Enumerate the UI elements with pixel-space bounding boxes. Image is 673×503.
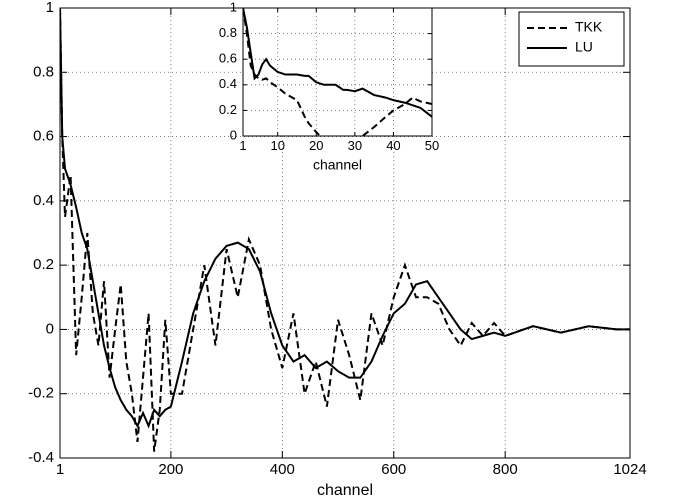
x-tick-label: 1 <box>56 461 64 478</box>
axes-frame <box>242 7 433 137</box>
y-tick-label: 0.8 <box>219 25 237 40</box>
x-tick-label: 50 <box>425 138 439 153</box>
y-tick-label: 0.4 <box>219 76 237 91</box>
y-tick-label: -0.2 <box>28 385 54 402</box>
x-tick-label: 30 <box>348 138 362 153</box>
x-tick-label: 400 <box>270 461 295 478</box>
y-tick-label: 1 <box>230 0 237 14</box>
x-tick-label: 20 <box>309 138 323 153</box>
y-tick-label: 0.6 <box>219 51 237 66</box>
y-tick-label: 0.4 <box>33 192 54 209</box>
x-tick-label: 10 <box>270 138 284 153</box>
x-tick-label: 1 <box>239 138 246 153</box>
legend-box <box>518 11 625 67</box>
y-tick-label: 0 <box>46 320 54 337</box>
line-series <box>60 8 630 452</box>
legend: TKK LU <box>518 11 625 67</box>
lines <box>60 8 630 452</box>
y-tick-label: 0 <box>230 127 237 142</box>
x-axis-label: channel <box>313 157 362 173</box>
plot-area <box>243 8 432 136</box>
line-series <box>243 8 432 118</box>
y-tick-label: 1 <box>46 0 54 16</box>
x-tick-label: 200 <box>158 461 183 478</box>
line-series <box>60 8 630 429</box>
axes: 1 10 20 30 40 50 0 0.2 0.4 0.6 0.8 1 channel <box>219 0 439 173</box>
y-tick-label: 0.2 <box>219 102 237 117</box>
legend-label: LU <box>575 39 593 55</box>
x-axis-label: channel <box>317 482 373 499</box>
x-tick-label: 800 <box>493 461 518 478</box>
y-tick-label: 0.6 <box>33 128 54 145</box>
y-tick-label: 0.2 <box>33 256 54 273</box>
line-series <box>243 8 432 136</box>
x-tick-label: 600 <box>381 461 406 478</box>
y-tick-label: -0.4 <box>28 449 54 466</box>
y-tick-label: 0.8 <box>33 63 54 80</box>
lines <box>243 8 432 136</box>
legend-label: TKK <box>575 19 603 35</box>
x-tick-label: 1024 <box>613 461 646 478</box>
x-tick-label: 40 <box>386 138 400 153</box>
